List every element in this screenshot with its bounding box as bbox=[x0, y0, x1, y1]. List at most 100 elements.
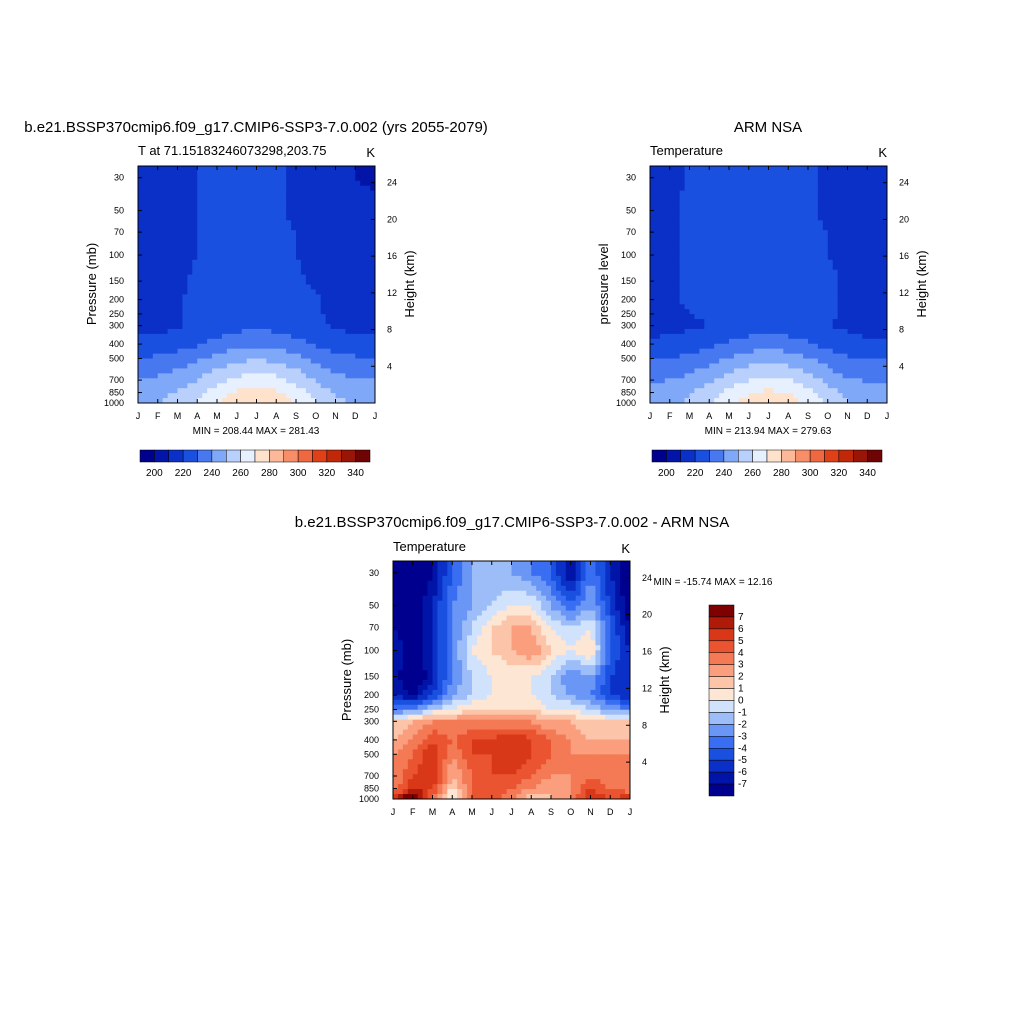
heatmap-cell bbox=[147, 245, 154, 251]
heatmap-cell bbox=[763, 175, 769, 182]
heatmap-cell bbox=[650, 309, 656, 315]
heatmap-cell bbox=[231, 175, 238, 182]
heatmap-cell bbox=[763, 240, 769, 246]
heatmap-cell bbox=[817, 309, 824, 315]
heatmap-cell bbox=[783, 200, 789, 206]
heatmap-cell bbox=[202, 185, 208, 192]
heatmap-cell bbox=[882, 170, 888, 177]
heatmap-cell bbox=[276, 254, 282, 261]
heatmap-cell bbox=[832, 190, 839, 197]
heatmap-cell bbox=[296, 205, 302, 211]
heatmap-cell bbox=[157, 319, 164, 325]
heatmap-cell bbox=[822, 314, 829, 320]
heatmap-cell bbox=[271, 210, 277, 216]
heatmap-cell bbox=[867, 166, 873, 172]
heatmap-cell bbox=[486, 575, 493, 582]
heatmap-cell bbox=[202, 240, 208, 246]
heatmap-cell bbox=[778, 279, 784, 285]
heatmap-cell bbox=[729, 368, 735, 374]
heatmap-cell bbox=[788, 200, 794, 206]
heatmap-cell bbox=[852, 170, 858, 177]
heatmap-cell bbox=[138, 254, 144, 261]
heatmap-cell bbox=[704, 166, 710, 172]
heatmap-cell bbox=[699, 274, 705, 280]
heatmap-cell bbox=[733, 388, 740, 394]
heatmap-cell bbox=[236, 225, 243, 231]
heatmap-cell bbox=[221, 210, 228, 216]
heatmap-cell bbox=[291, 393, 297, 399]
heatmap-cell bbox=[221, 338, 228, 345]
heatmap-cell bbox=[827, 393, 834, 399]
heatmap-cell bbox=[226, 324, 233, 330]
heatmap-cell bbox=[345, 180, 351, 187]
heatmap-cell bbox=[733, 180, 740, 187]
heatmap-cell bbox=[147, 274, 154, 280]
heatmap-cell bbox=[753, 245, 760, 251]
heatmap-cell bbox=[241, 353, 248, 359]
heatmap-cell bbox=[212, 235, 218, 241]
heatmap-cell bbox=[246, 363, 252, 369]
heatmap-cell bbox=[768, 284, 774, 290]
colorbar-box bbox=[867, 449, 883, 463]
heatmap-cell bbox=[271, 388, 277, 394]
heatmap-cell bbox=[241, 284, 248, 290]
heatmap-cell bbox=[271, 249, 277, 256]
heatmap-cell bbox=[236, 314, 243, 320]
heatmap-cell bbox=[271, 235, 277, 241]
heatmap-cell bbox=[669, 309, 676, 315]
heatmap-cell bbox=[246, 225, 252, 231]
heatmap-cell bbox=[152, 264, 159, 271]
heatmap-cell bbox=[281, 230, 287, 236]
heatmap-cell bbox=[276, 200, 282, 206]
heatmap-cell bbox=[315, 314, 322, 320]
heatmap-cell bbox=[674, 235, 681, 241]
heatmap-cell bbox=[857, 368, 863, 374]
heatmap-cell bbox=[142, 279, 149, 285]
heatmap-cell bbox=[857, 289, 863, 295]
colorbar-obs: 200 220 240 260 280 300 320 340 bbox=[651, 449, 883, 479]
heatmap-cell bbox=[664, 180, 671, 187]
heatmap-cell bbox=[177, 185, 183, 192]
x-tick-label: J bbox=[136, 411, 141, 421]
heatmap-cell bbox=[207, 205, 213, 211]
heatmap-cell bbox=[197, 314, 203, 320]
heatmap-cell bbox=[664, 338, 671, 345]
heatmap-cell bbox=[837, 383, 843, 389]
heatmap-cell bbox=[882, 368, 888, 374]
heatmap-cell bbox=[857, 309, 863, 315]
heatmap-cell bbox=[276, 210, 282, 216]
heatmap-cell bbox=[669, 175, 676, 182]
heatmap-cell bbox=[699, 170, 705, 177]
heatmap-cell bbox=[310, 235, 317, 241]
heatmap-cell bbox=[202, 166, 208, 172]
heatmap-cell bbox=[370, 353, 376, 359]
heatmap-cell bbox=[182, 348, 188, 355]
heatmap-cell bbox=[763, 378, 769, 384]
heatmap-cell bbox=[808, 393, 814, 399]
heatmap-cell bbox=[783, 170, 789, 177]
heatmap-cell bbox=[325, 240, 331, 246]
heatmap-cell bbox=[365, 319, 371, 325]
heatmap-cell bbox=[152, 319, 159, 325]
heatmap-cell bbox=[793, 353, 799, 359]
heatmap-cell bbox=[872, 240, 878, 246]
heatmap-cell bbox=[221, 200, 228, 206]
heatmap-cell bbox=[827, 180, 834, 187]
heatmap-cell bbox=[679, 195, 685, 201]
heatmap-cell bbox=[212, 195, 218, 201]
heatmap-cell bbox=[360, 353, 366, 359]
heatmap-cell bbox=[872, 269, 878, 276]
heatmap-cell bbox=[370, 304, 376, 310]
heatmap-cell bbox=[827, 314, 834, 320]
heatmap-cell bbox=[882, 279, 888, 285]
heatmap-cell bbox=[674, 284, 681, 290]
heatmap-cell bbox=[221, 358, 228, 364]
heatmap-cell bbox=[788, 210, 794, 216]
heatmap-cell bbox=[526, 570, 532, 577]
heatmap-cell bbox=[325, 309, 331, 315]
heatmap-cell bbox=[167, 333, 173, 340]
heatmap-cell bbox=[882, 388, 888, 394]
heatmap-cell bbox=[182, 185, 188, 192]
heatmap-cell bbox=[837, 324, 843, 330]
heatmap-cell bbox=[296, 324, 302, 330]
